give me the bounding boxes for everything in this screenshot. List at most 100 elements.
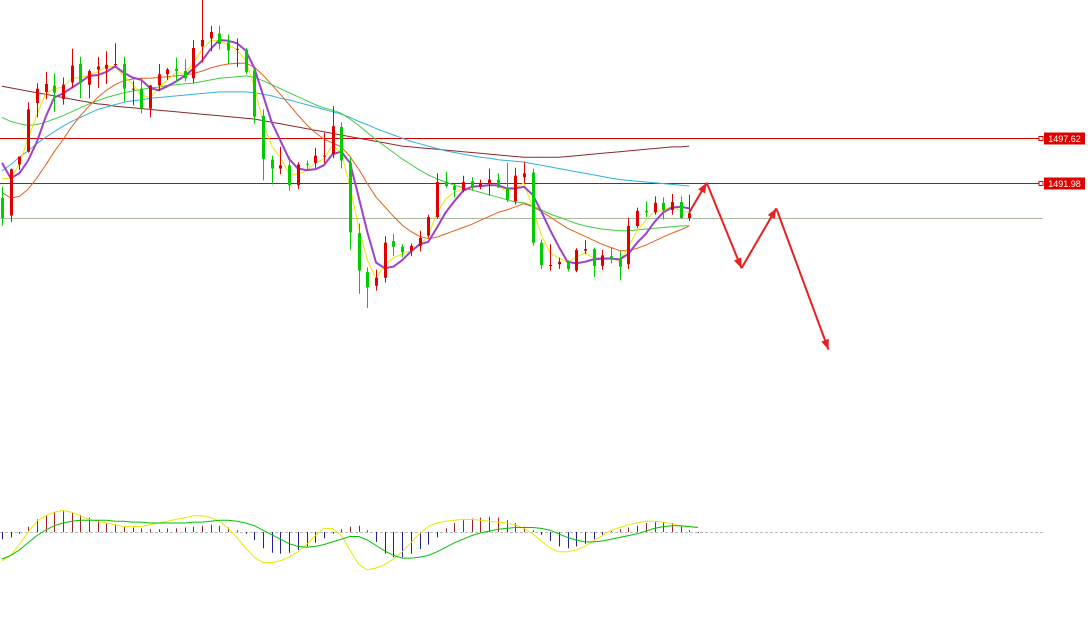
candle-body <box>375 277 378 286</box>
candle-body <box>392 241 395 247</box>
candle-body <box>680 202 683 218</box>
candle-body <box>349 162 352 233</box>
candle-body <box>619 259 622 267</box>
candle-body <box>627 225 630 265</box>
candle-body <box>27 109 30 152</box>
moving-average-line <box>1 39 690 270</box>
candle-body <box>575 249 578 271</box>
candle-body <box>506 188 509 200</box>
price-level-marker <box>1038 181 1044 186</box>
candle-body <box>71 65 74 83</box>
candle-body <box>654 202 657 213</box>
candle-body <box>114 64 117 65</box>
candle-body <box>523 173 526 178</box>
candle-body <box>210 32 213 39</box>
moving-average-line <box>1 40 690 280</box>
candle-body <box>18 156 21 165</box>
candle-body <box>384 242 387 278</box>
moving-averages <box>1 39 690 280</box>
forecast-arrowhead <box>821 338 829 350</box>
candle-body <box>549 265 552 266</box>
candle-body <box>236 48 239 50</box>
candle-body <box>462 182 465 190</box>
candle-body <box>366 272 369 288</box>
candle-body <box>166 69 169 75</box>
candle-body <box>149 85 152 109</box>
candle-body <box>340 127 343 161</box>
moving-average-line <box>1 85 690 158</box>
candlesticks <box>1 0 691 309</box>
candle-body <box>671 202 674 210</box>
candle-body <box>479 183 482 187</box>
candle-body <box>62 84 65 100</box>
candle-body <box>158 74 161 86</box>
candle-body <box>297 164 300 186</box>
candle-body <box>593 249 596 266</box>
candle-body <box>97 66 100 70</box>
candle-body <box>471 181 474 187</box>
candle-body <box>636 210 639 226</box>
moving-average-line <box>1 62 690 252</box>
candle-body <box>410 245 413 251</box>
price-level-marker <box>1038 136 1044 141</box>
candle-body <box>184 71 187 79</box>
candle-body <box>688 213 691 218</box>
candle-body <box>610 256 613 259</box>
candle-body <box>567 262 570 269</box>
candle-body <box>332 126 335 155</box>
candle-body <box>306 163 309 165</box>
forecast-segment <box>740 207 778 269</box>
candle-body <box>453 186 456 190</box>
price-tag-label: 1497.62 <box>1048 134 1081 144</box>
candle-body <box>419 237 422 246</box>
price-levels <box>0 138 1043 219</box>
moving-average-line <box>1 75 690 232</box>
candle-body <box>279 165 282 169</box>
candle-body <box>53 85 56 93</box>
candle-body <box>10 169 13 216</box>
candle-body <box>36 88 39 104</box>
candle-body <box>558 261 561 265</box>
candle-body <box>323 155 326 157</box>
candle-body <box>1 198 4 218</box>
candle-body <box>132 88 135 90</box>
candle-body <box>314 155 317 163</box>
candle-body <box>88 71 91 85</box>
candle-body <box>123 64 126 89</box>
candle-body <box>79 64 82 84</box>
price-tags: 1497.62 1491.98 <box>1038 132 1085 190</box>
price-tag-background <box>1044 177 1085 190</box>
candle-body <box>488 179 491 184</box>
forecast-arrowhead <box>734 257 742 269</box>
candle-body <box>192 48 195 79</box>
candle-body <box>271 159 274 169</box>
price-tag-label: 1491.98 <box>1048 179 1081 189</box>
candle-body <box>427 217 430 236</box>
forecast-arrowhead <box>767 208 777 219</box>
candle-body <box>584 249 587 251</box>
candle-body <box>662 202 665 210</box>
price-tag-background <box>1044 132 1085 145</box>
candle-body <box>514 175 517 202</box>
forecast-arrow <box>688 182 830 350</box>
candle-body <box>227 42 230 51</box>
candle-body <box>540 242 543 265</box>
candle-body <box>401 246 404 253</box>
candle-body <box>253 70 256 117</box>
candle-body <box>201 40 204 47</box>
forecast-arrowhead <box>698 182 707 194</box>
candle-body <box>262 115 265 159</box>
candle-body <box>645 210 648 213</box>
candle-body <box>140 88 143 109</box>
candle-body <box>601 255 604 266</box>
forecast-segment <box>705 182 743 269</box>
candle-body <box>245 49 248 72</box>
candle-body <box>175 68 178 72</box>
candle-body <box>436 182 439 218</box>
candle-body <box>45 83 48 92</box>
candle-body <box>105 64 108 69</box>
candle-body <box>497 179 500 188</box>
candle-body <box>218 33 221 44</box>
macd-signal-line <box>1 519 699 560</box>
